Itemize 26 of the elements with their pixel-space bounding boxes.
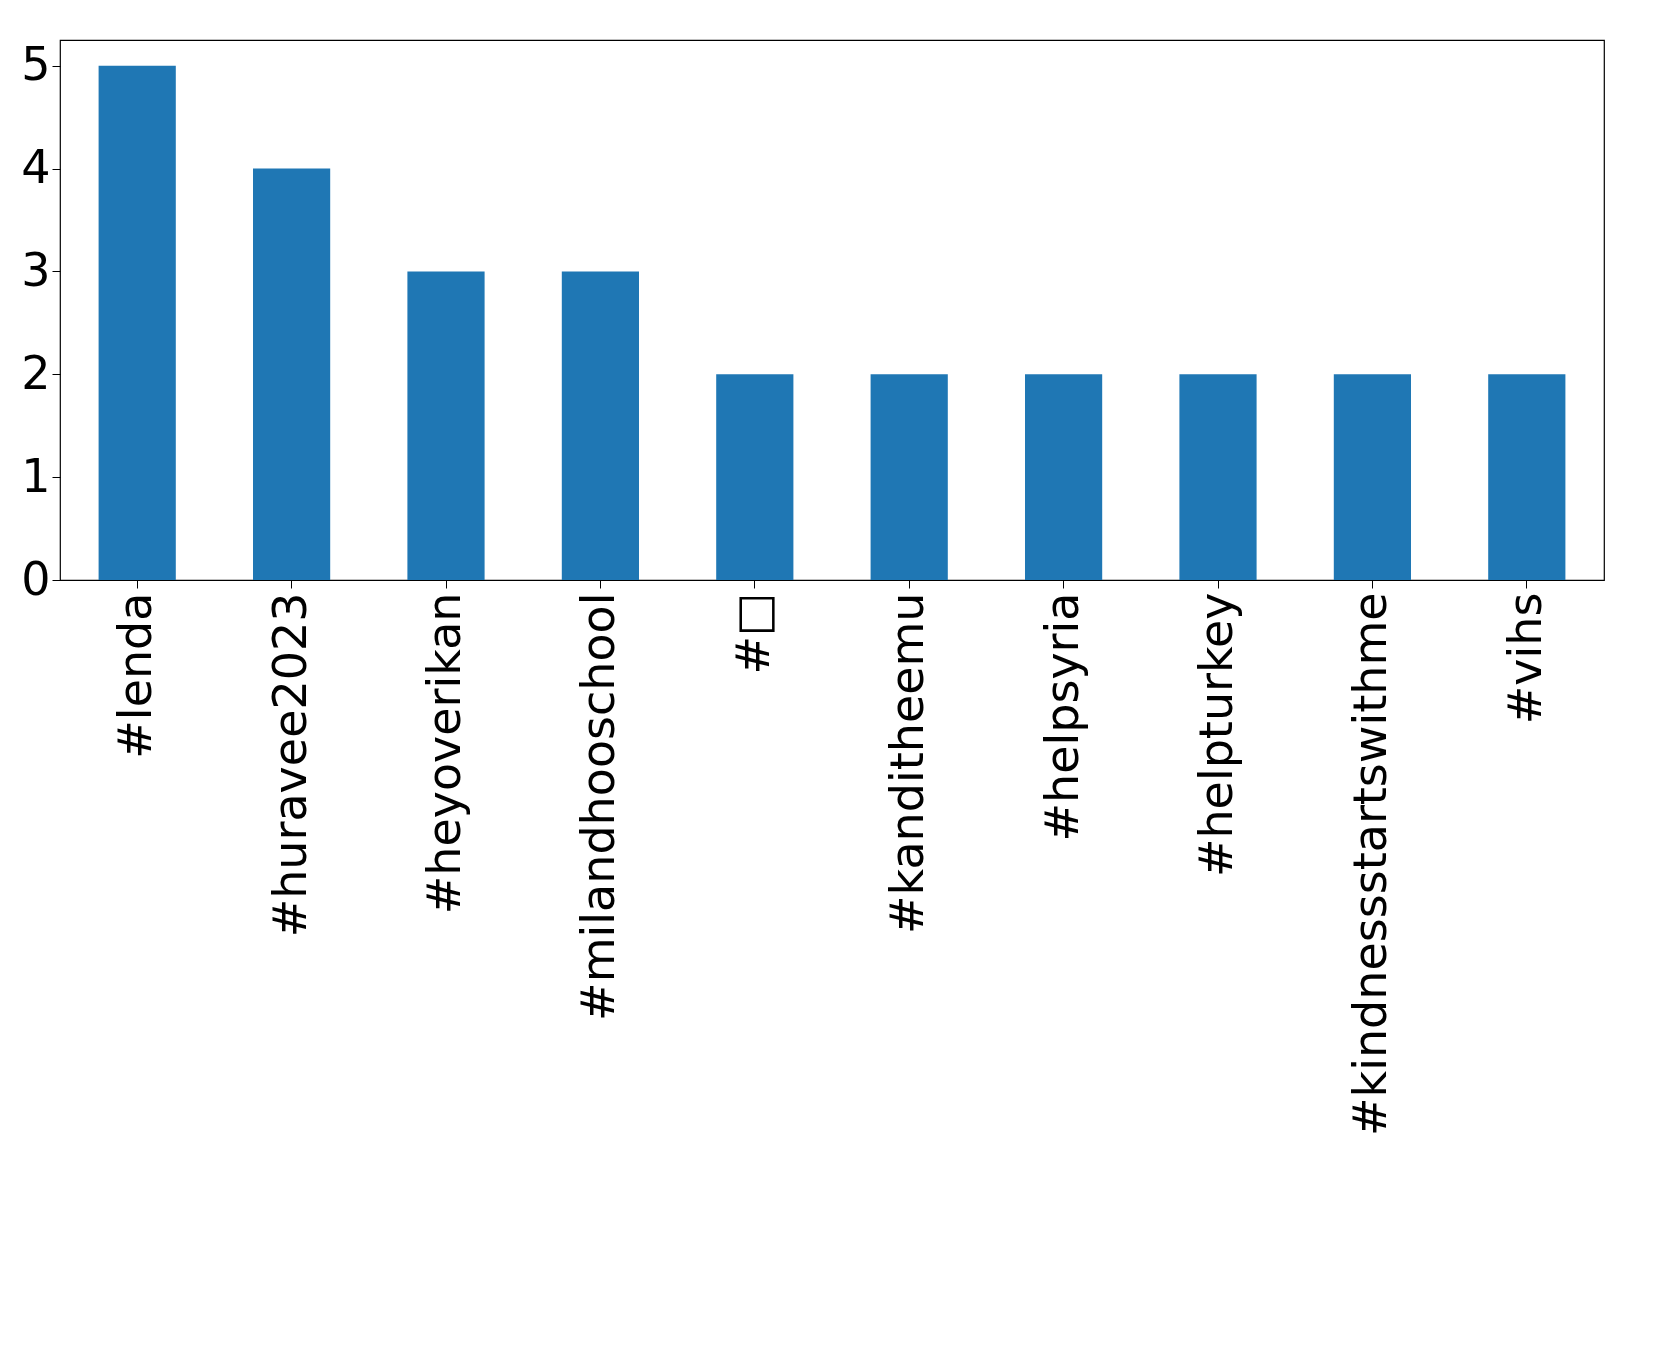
bar: [716, 374, 794, 580]
bar: [253, 168, 331, 580]
x-tick-label: #lenda: [108, 592, 163, 759]
bar: [1488, 374, 1566, 580]
x-tick-label: #helpsyria: [1034, 592, 1089, 842]
y-tick-label: 4: [21, 140, 51, 195]
x-tick-label: #milandhooschool: [571, 592, 626, 1021]
x-tick-label: #□: [725, 592, 780, 675]
y-tick-label: 1: [21, 448, 51, 503]
y-tick-label: 3: [21, 242, 51, 297]
x-tick-label: #kindnessstartswithme: [1343, 592, 1398, 1137]
x-tick-label: #heyoverikan: [417, 592, 471, 915]
x-tick-label: #helpturkey: [1189, 592, 1243, 878]
bar: [561, 271, 639, 580]
y-tick-label: 5: [21, 37, 51, 92]
bar: [1025, 374, 1103, 580]
x-tick-label: #vihs: [1497, 592, 1552, 725]
bar: [870, 374, 948, 580]
bar: [1179, 374, 1257, 580]
bar: [1333, 374, 1411, 580]
y-tick-label: 2: [21, 345, 51, 400]
x-tick-label: #kanditheemu: [880, 592, 935, 934]
bar: [407, 271, 485, 580]
bar: [98, 65, 176, 580]
x-tick-label: #huravee2023: [262, 592, 317, 938]
y-tick-label: 0: [21, 551, 51, 606]
